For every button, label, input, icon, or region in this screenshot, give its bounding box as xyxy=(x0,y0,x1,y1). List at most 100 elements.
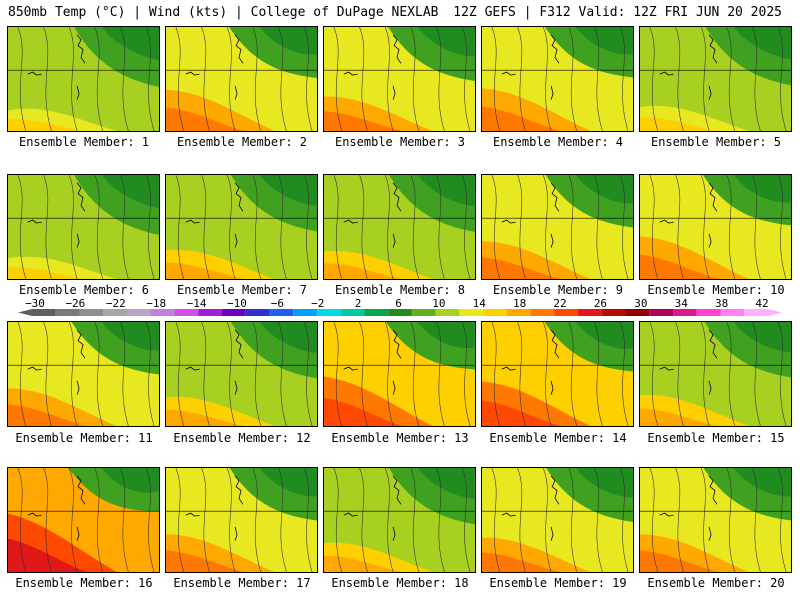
color-scale-swatch xyxy=(79,309,104,316)
color-scale-tick-label: 26 xyxy=(594,297,607,310)
ensemble-member-label: Ensemble Member: 14 xyxy=(489,431,627,445)
temperature-field-map xyxy=(324,468,475,572)
ensemble-map-panel xyxy=(481,321,634,427)
ensemble-map-panel xyxy=(165,26,318,132)
ensemble-map-panel xyxy=(7,26,160,132)
ensemble-member-label: Ensemble Member: 18 xyxy=(331,576,469,590)
temperature-field-map xyxy=(640,322,791,426)
ensemble-map-panel xyxy=(323,321,476,427)
ensemble-member-label: Ensemble Member: 10 xyxy=(647,283,785,297)
color-scale-swatch xyxy=(625,309,650,316)
color-scale-swatch xyxy=(364,309,389,316)
ensemble-member-label: Ensemble Member: 2 xyxy=(176,135,308,149)
color-scale-tick-label: 22 xyxy=(553,297,566,310)
ensemble-member-label: Ensemble Member: 4 xyxy=(492,135,624,149)
color-scale-swatch xyxy=(103,309,127,316)
ensemble-member-label: Ensemble Member: 17 xyxy=(173,576,311,590)
ensemble-member-label: Ensemble Member: 13 xyxy=(331,431,469,445)
ensemble-map-panel xyxy=(165,321,318,427)
ensemble-member-label: Ensemble Member: 3 xyxy=(334,135,466,149)
ensemble-map-panel xyxy=(165,174,318,280)
color-scale-tick-label: −10 xyxy=(227,297,247,310)
color-scale-tick-label: 42 xyxy=(755,297,768,310)
color-scale-swatch xyxy=(126,309,151,316)
temperature-field-map xyxy=(324,27,475,131)
ensemble-map-panel xyxy=(7,467,160,573)
color-scale-swatch xyxy=(483,309,507,316)
color-scale-tick-label: 10 xyxy=(432,297,445,310)
color-scale-swatch xyxy=(150,309,175,316)
ensemble-member-label: Ensemble Member: 19 xyxy=(489,576,627,590)
color-scale-tick-label: −14 xyxy=(187,297,207,310)
temperature-field-map xyxy=(324,175,475,279)
color-scale-tick-label: 14 xyxy=(473,297,487,310)
ensemble-map-panel xyxy=(165,467,318,573)
ensemble-member-label: Ensemble Member: 11 xyxy=(15,431,153,445)
ensemble-member-label: Ensemble Member: 6 xyxy=(18,283,150,297)
ensemble-member-label: Ensemble Member: 9 xyxy=(492,283,624,297)
temperature-field-map xyxy=(324,322,475,426)
ensemble-map-panel xyxy=(481,467,634,573)
ensemble-member-label: Ensemble Member: 12 xyxy=(173,431,311,445)
ensemble-map-panel xyxy=(481,26,634,132)
color-scale-swatch xyxy=(55,309,80,316)
ensemble-map-panel xyxy=(7,321,160,427)
temperature-field-map xyxy=(8,175,159,279)
temperature-field-map xyxy=(166,322,317,426)
temperature-field-map xyxy=(166,27,317,131)
temperature-field-map xyxy=(166,175,317,279)
color-scale-swatch xyxy=(601,309,626,316)
ensemble-map-panel xyxy=(639,174,792,280)
color-scale-swatch xyxy=(411,309,436,316)
temperature-field-map xyxy=(8,27,159,131)
color-scale-swatch xyxy=(578,309,602,316)
color-scale-swatch xyxy=(293,309,317,316)
ensemble-map-panel xyxy=(323,467,476,573)
temperature-field-map xyxy=(8,468,159,572)
color-scale-swatch xyxy=(506,309,531,316)
ensemble-member-label: Ensemble Member: 8 xyxy=(334,283,466,297)
color-scale-swatch xyxy=(530,309,555,316)
color-scale-tick-label: −18 xyxy=(146,297,166,310)
color-scale-swatch xyxy=(32,309,56,316)
color-scale-swatch xyxy=(696,309,721,316)
temperature-color-scale: −30 −26 −22 −18 −14 −10 −6 −2 2 6 10 14 18 22 26 30 34 38… xyxy=(18,297,782,316)
temperature-field-map xyxy=(482,175,633,279)
color-scale-swatch xyxy=(269,309,294,316)
color-scale-tick-label: −30 xyxy=(25,297,45,310)
color-scale-swatch xyxy=(316,309,341,316)
ensemble-map-panel xyxy=(7,174,160,280)
color-scale-swatch xyxy=(174,309,199,316)
color-scale-swatch xyxy=(673,309,697,316)
ensemble-map-panel xyxy=(639,26,792,132)
ensemble-map-panel xyxy=(481,174,634,280)
temperature-field-map xyxy=(166,468,317,572)
color-scale-tick-label: −2 xyxy=(311,297,324,310)
color-scale-swatch xyxy=(649,309,674,316)
model-run-info: 12Z GEFS | F312 Valid: 12Z FRI JUN 20 20… xyxy=(453,5,782,20)
temperature-field-map xyxy=(640,468,791,572)
color-scale-swatch xyxy=(221,309,246,316)
temperature-field-map xyxy=(482,468,633,572)
ensemble-map-panel xyxy=(323,174,476,280)
color-scale-swatch xyxy=(554,309,579,316)
temperature-field-map xyxy=(8,322,159,426)
color-scale-swatch xyxy=(435,309,460,316)
color-scale-tick-label: −6 xyxy=(271,297,284,310)
temperature-field-map xyxy=(482,27,633,131)
color-scale-tick-label: 6 xyxy=(395,297,402,310)
color-scale-tick-label: −22 xyxy=(106,297,126,310)
ensemble-map-panel xyxy=(639,321,792,427)
ensemble-member-label: Ensemble Member: 1 xyxy=(18,135,150,149)
ensemble-member-label: Ensemble Member: 15 xyxy=(647,431,785,445)
color-scale-swatch xyxy=(388,309,412,316)
color-scale-swatch xyxy=(245,309,270,316)
temperature-field-map xyxy=(640,175,791,279)
color-scale-tick-label: 30 xyxy=(634,297,647,310)
color-scale-tick-label: 34 xyxy=(675,297,689,310)
ensemble-map-panel xyxy=(323,26,476,132)
color-scale-swatch xyxy=(744,309,768,316)
ensemble-member-label: Ensemble Member: 5 xyxy=(650,135,782,149)
temperature-field-map xyxy=(482,322,633,426)
temperature-field-map xyxy=(640,27,791,131)
